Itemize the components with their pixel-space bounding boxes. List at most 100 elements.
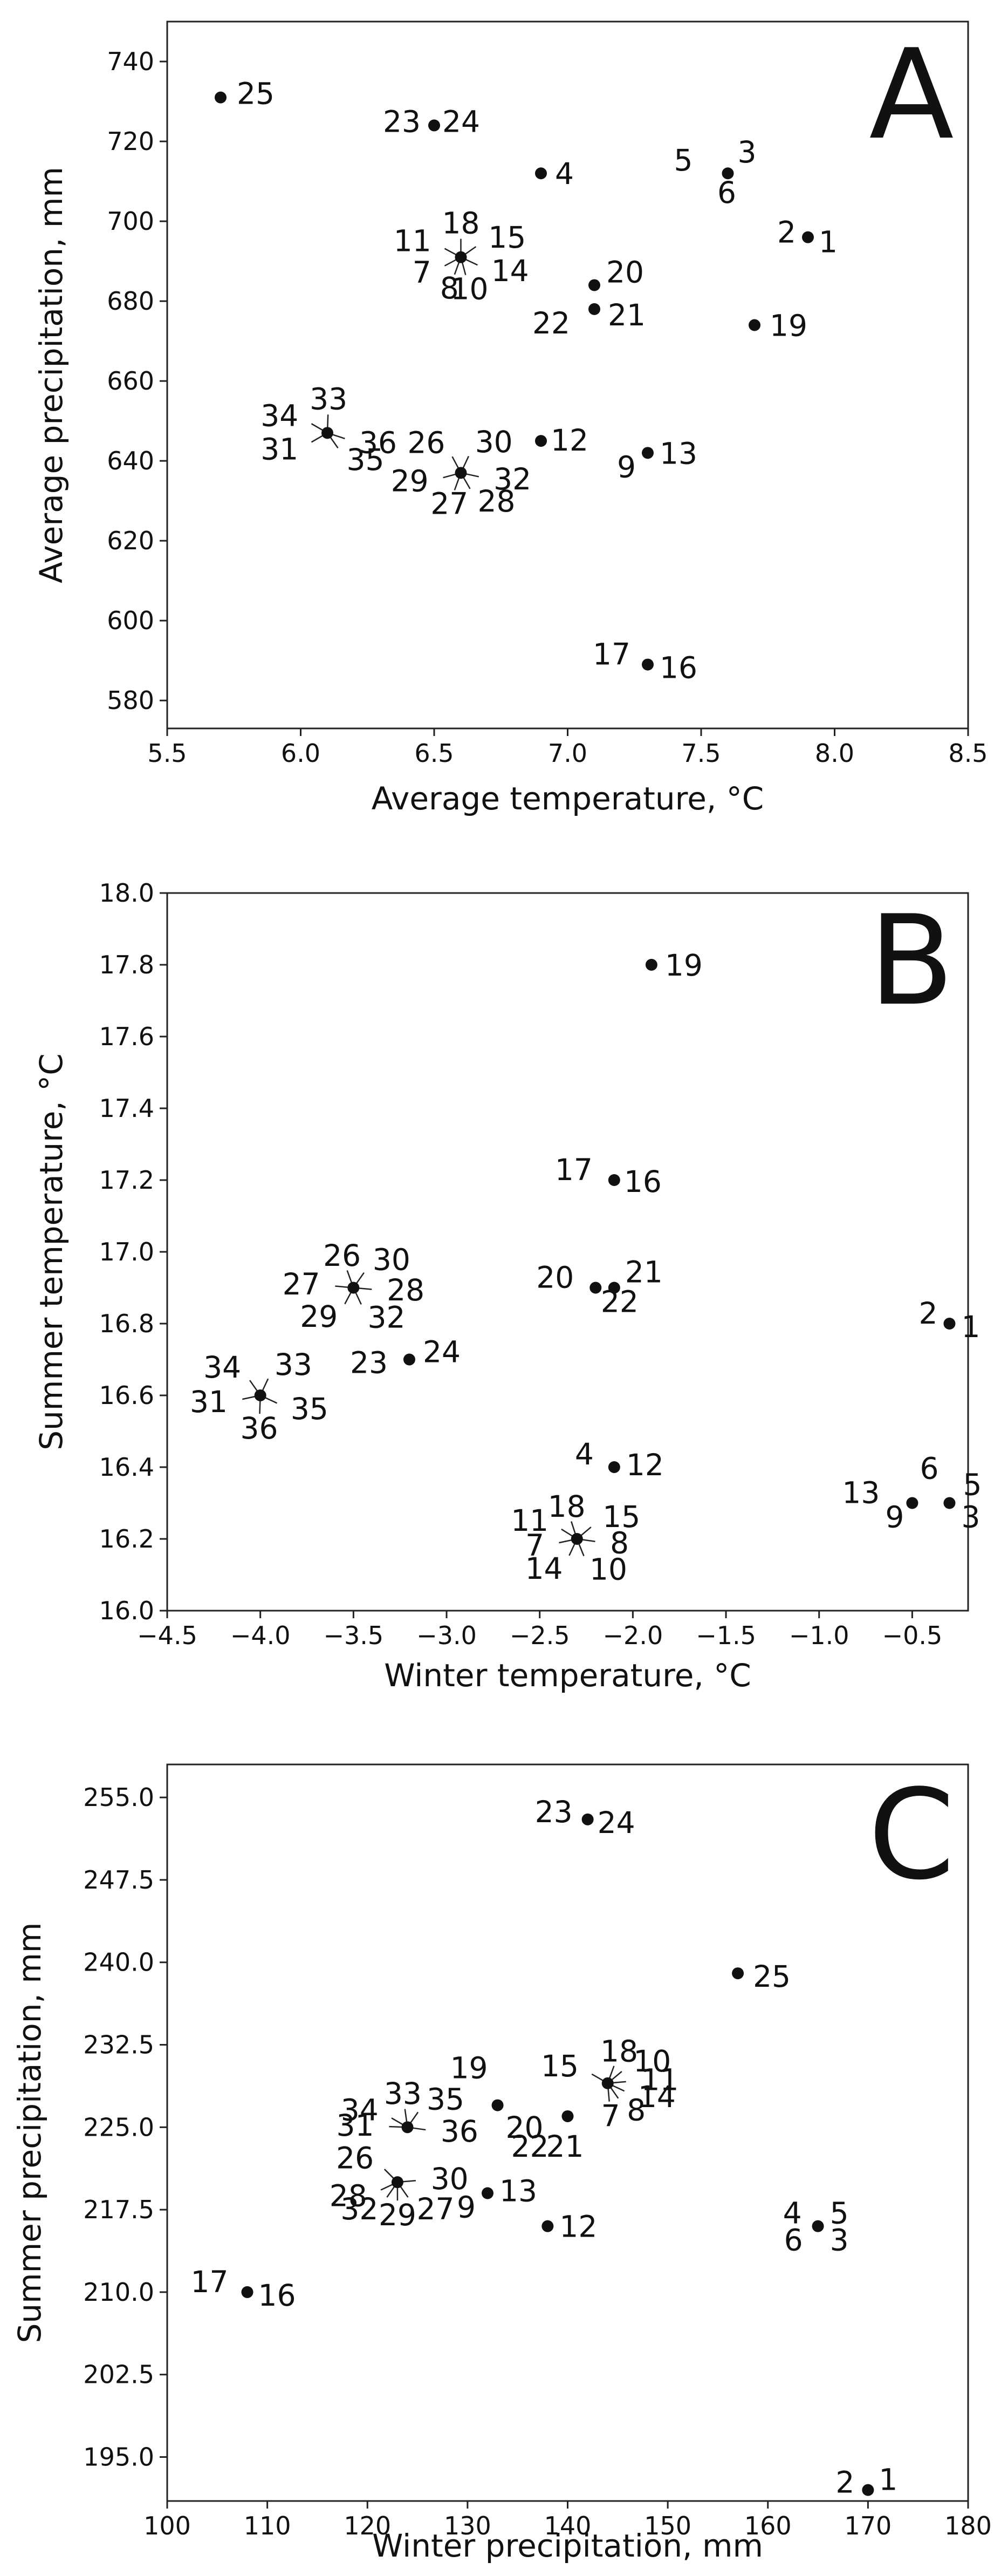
y-tick-label: 18.0 — [99, 878, 154, 908]
data-point — [455, 251, 467, 263]
y-tick-label: 16.6 — [99, 1381, 154, 1410]
data-point-group: 23 24 — [535, 1795, 635, 1840]
point-label: 15 — [541, 2049, 579, 2083]
data-point — [589, 1282, 602, 1294]
point-label: 24 — [423, 1335, 461, 1369]
point-label: 14 — [638, 2080, 676, 2114]
data-point-group: 19 — [749, 308, 807, 343]
point-label: 24 — [598, 1805, 635, 1840]
data-point-group: 22 21 — [532, 298, 646, 340]
point-label: 8 — [440, 271, 459, 305]
x-axis-title: Winter temperature, °C — [384, 1657, 751, 1694]
point-label: 17 — [555, 1153, 593, 1187]
data-point — [802, 231, 814, 243]
point-label: 12 — [551, 423, 588, 458]
point-label: 29 — [300, 1299, 338, 1334]
data-point-group: 4 — [535, 156, 574, 191]
data-point-group: 17 16 — [555, 1153, 662, 1199]
x-tick-label: 100 — [143, 2511, 191, 2540]
point-label: 26 — [336, 2141, 374, 2175]
data-point-group: 34 33 35 36 31 — [190, 1347, 328, 1446]
point-label: 29 — [379, 2198, 416, 2232]
point-label: 36 — [441, 2114, 478, 2149]
y-tick-label: 740 — [107, 47, 154, 76]
point-label: 33 — [275, 1347, 312, 1382]
y-tick-label: 600 — [107, 606, 154, 635]
point-label: 1 — [961, 1310, 980, 1344]
point-label: 7 — [601, 2099, 620, 2134]
y-axis-title: Summer temperature, °C — [33, 1053, 70, 1450]
data-point-group: 17 16 — [191, 2265, 296, 2313]
data-point — [254, 1389, 266, 1401]
point-label: 10 — [633, 2044, 671, 2078]
plot-frame — [166, 21, 969, 730]
y-tick-label: 195.0 — [83, 2443, 154, 2472]
point-label: 2 — [835, 2465, 854, 2500]
y-tick-label: 240.0 — [83, 1948, 154, 1977]
data-point — [241, 2286, 253, 2298]
point-label: 21 — [625, 1255, 663, 1290]
x-tick-label: 140 — [544, 2511, 592, 2540]
panel-b: −4.5 −4.0 −3.5 −3.0 −2.5 −2.0 −1.5 −1.0 −0.5 16.0… — [33, 878, 982, 1694]
data-point-group: 12 — [535, 423, 588, 458]
point-label: 22 — [601, 1285, 639, 1319]
data-point — [535, 167, 547, 180]
point-label: 23 — [350, 1346, 388, 1380]
point-label: 19 — [450, 2051, 488, 2086]
point-label: 18 — [548, 1489, 586, 1524]
data-point-group: 23 24 — [350, 1335, 461, 1380]
point-label: 8 — [627, 2093, 646, 2128]
point-label: 21 — [546, 2129, 584, 2164]
data-point — [943, 1318, 956, 1330]
data-point — [455, 467, 467, 479]
x-tick-label: −1.5 — [696, 1621, 756, 1650]
point-label: 13 — [842, 1476, 880, 1510]
data-point — [401, 2121, 414, 2134]
panel-c: 100 110 120 130 140 150 160 170 180195.0202.5210… — [11, 1763, 992, 2564]
x-tick-label: −3.5 — [323, 1621, 383, 1650]
point-label: 27 — [283, 1267, 320, 1301]
y-tick-label: 255.0 — [83, 1783, 154, 1812]
y-tick-label: 700 — [107, 207, 154, 236]
x-tick-label: 150 — [644, 2511, 691, 2540]
point-label: 2 — [777, 215, 796, 250]
y-tick-label: 680 — [107, 287, 154, 316]
x-tick-label: 180 — [944, 2511, 992, 2540]
data-point — [608, 1174, 620, 1186]
y-tick-label: 17.6 — [99, 1022, 154, 1051]
data-point-group: 23 24 — [383, 104, 480, 139]
x-tick-label: 5.5 — [147, 739, 187, 768]
point-label: 3 — [961, 1500, 980, 1535]
point-label: 23 — [535, 1795, 573, 1829]
point-label: 33 — [310, 381, 347, 416]
data-point-group: 17 16 — [593, 637, 697, 685]
point-label: 30 — [431, 2162, 469, 2196]
y-tick-label: 16.0 — [99, 1596, 154, 1625]
point-label: 32 — [340, 2192, 378, 2226]
point-label: 18 — [600, 2034, 638, 2069]
point-label: 4 — [555, 156, 574, 191]
data-point-group: 5 36 — [674, 135, 757, 210]
y-tick-label: 217.5 — [83, 2195, 154, 2224]
point-label: 32 — [368, 1300, 406, 1335]
point-label: 16 — [258, 2278, 296, 2313]
y-tick-label: 16.8 — [99, 1309, 154, 1338]
panel-letter: B — [869, 889, 954, 1033]
point-label: 21 — [608, 298, 646, 332]
x-tick-label: −2.0 — [603, 1621, 663, 1650]
panel-a: 5.5 6.0 6.5 7.0 7.5 8.0 8.55806006206406606807… — [33, 21, 988, 817]
x-tick-label: 6.0 — [281, 739, 320, 768]
point-label: 26 — [407, 426, 445, 460]
x-tick-label: −3.0 — [416, 1621, 477, 1650]
x-tick-label: −4.0 — [230, 1621, 291, 1650]
point-label: 36 — [359, 425, 397, 460]
x-tick-label: 8.0 — [815, 739, 854, 768]
point-label: 22 — [532, 306, 570, 340]
point-label: 12 — [559, 2210, 597, 2244]
x-tick-label: 160 — [744, 2511, 792, 2540]
point-label: 10 — [589, 1552, 627, 1586]
data-point — [943, 1497, 956, 1509]
